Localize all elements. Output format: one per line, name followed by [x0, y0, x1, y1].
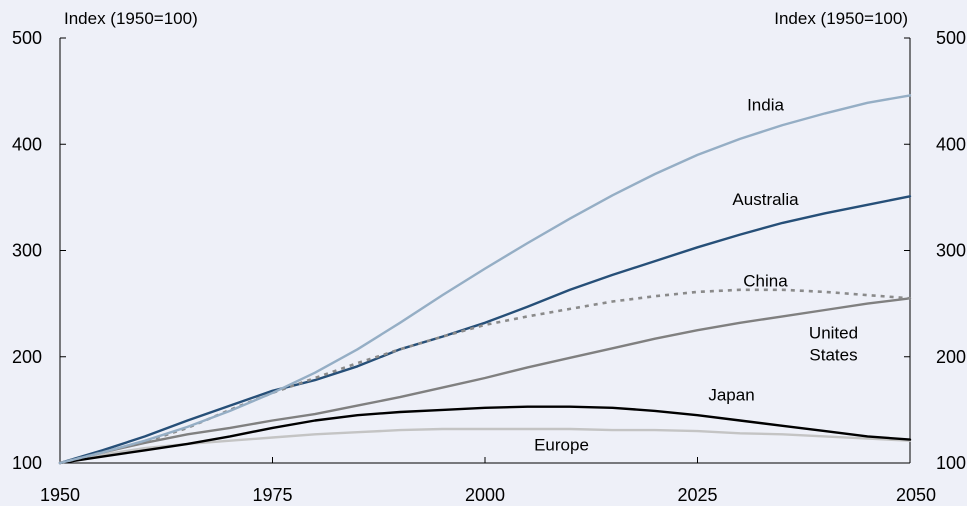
series-layer — [58, 94, 912, 465]
series-line-europe — [58, 427, 912, 465]
right-y-tick-label: 500 — [936, 28, 966, 48]
right-y-tick-label: 300 — [936, 241, 966, 261]
series-label-india: India — [747, 95, 784, 114]
left-y-tick-label: 200 — [12, 347, 42, 367]
left-y-tick-label: 400 — [12, 134, 42, 154]
series-label-australia: Australia — [732, 190, 799, 209]
axes: 100 100 200 200 300 300 400 400 500 500 1950 1975 20… — [12, 28, 966, 505]
series-label-united-states: United — [809, 324, 858, 343]
series-line-united-states — [58, 297, 912, 465]
series-label-united-states: States — [809, 346, 857, 365]
right-axis-unit-label: Index (1950=100) — [774, 9, 908, 28]
right-y-tick-label: 200 — [936, 347, 966, 367]
x-tick-label: 2025 — [677, 485, 717, 505]
right-y-tick-label: 100 — [936, 453, 966, 473]
series-line-india — [58, 94, 912, 465]
series-labels: India Australia China United States Japan Euro… — [534, 95, 858, 454]
right-y-tick-label: 400 — [936, 134, 966, 154]
x-tick-label: 1975 — [252, 485, 292, 505]
left-y-tick-label: 100 — [12, 453, 42, 473]
left-axis-unit-label: Index (1950=100) — [64, 9, 198, 28]
series-line-japan — [58, 405, 912, 465]
series-label-china: China — [743, 272, 788, 291]
left-y-tick-label: 300 — [12, 241, 42, 261]
x-tick-label: 2000 — [465, 485, 505, 505]
x-tick-label: 1950 — [40, 485, 80, 505]
series-label-europe: Europe — [534, 435, 589, 454]
series-label-japan: Japan — [708, 385, 754, 404]
x-tick-label: 2050 — [896, 485, 936, 505]
left-y-tick-label: 500 — [12, 28, 42, 48]
series-line-australia — [58, 195, 912, 465]
